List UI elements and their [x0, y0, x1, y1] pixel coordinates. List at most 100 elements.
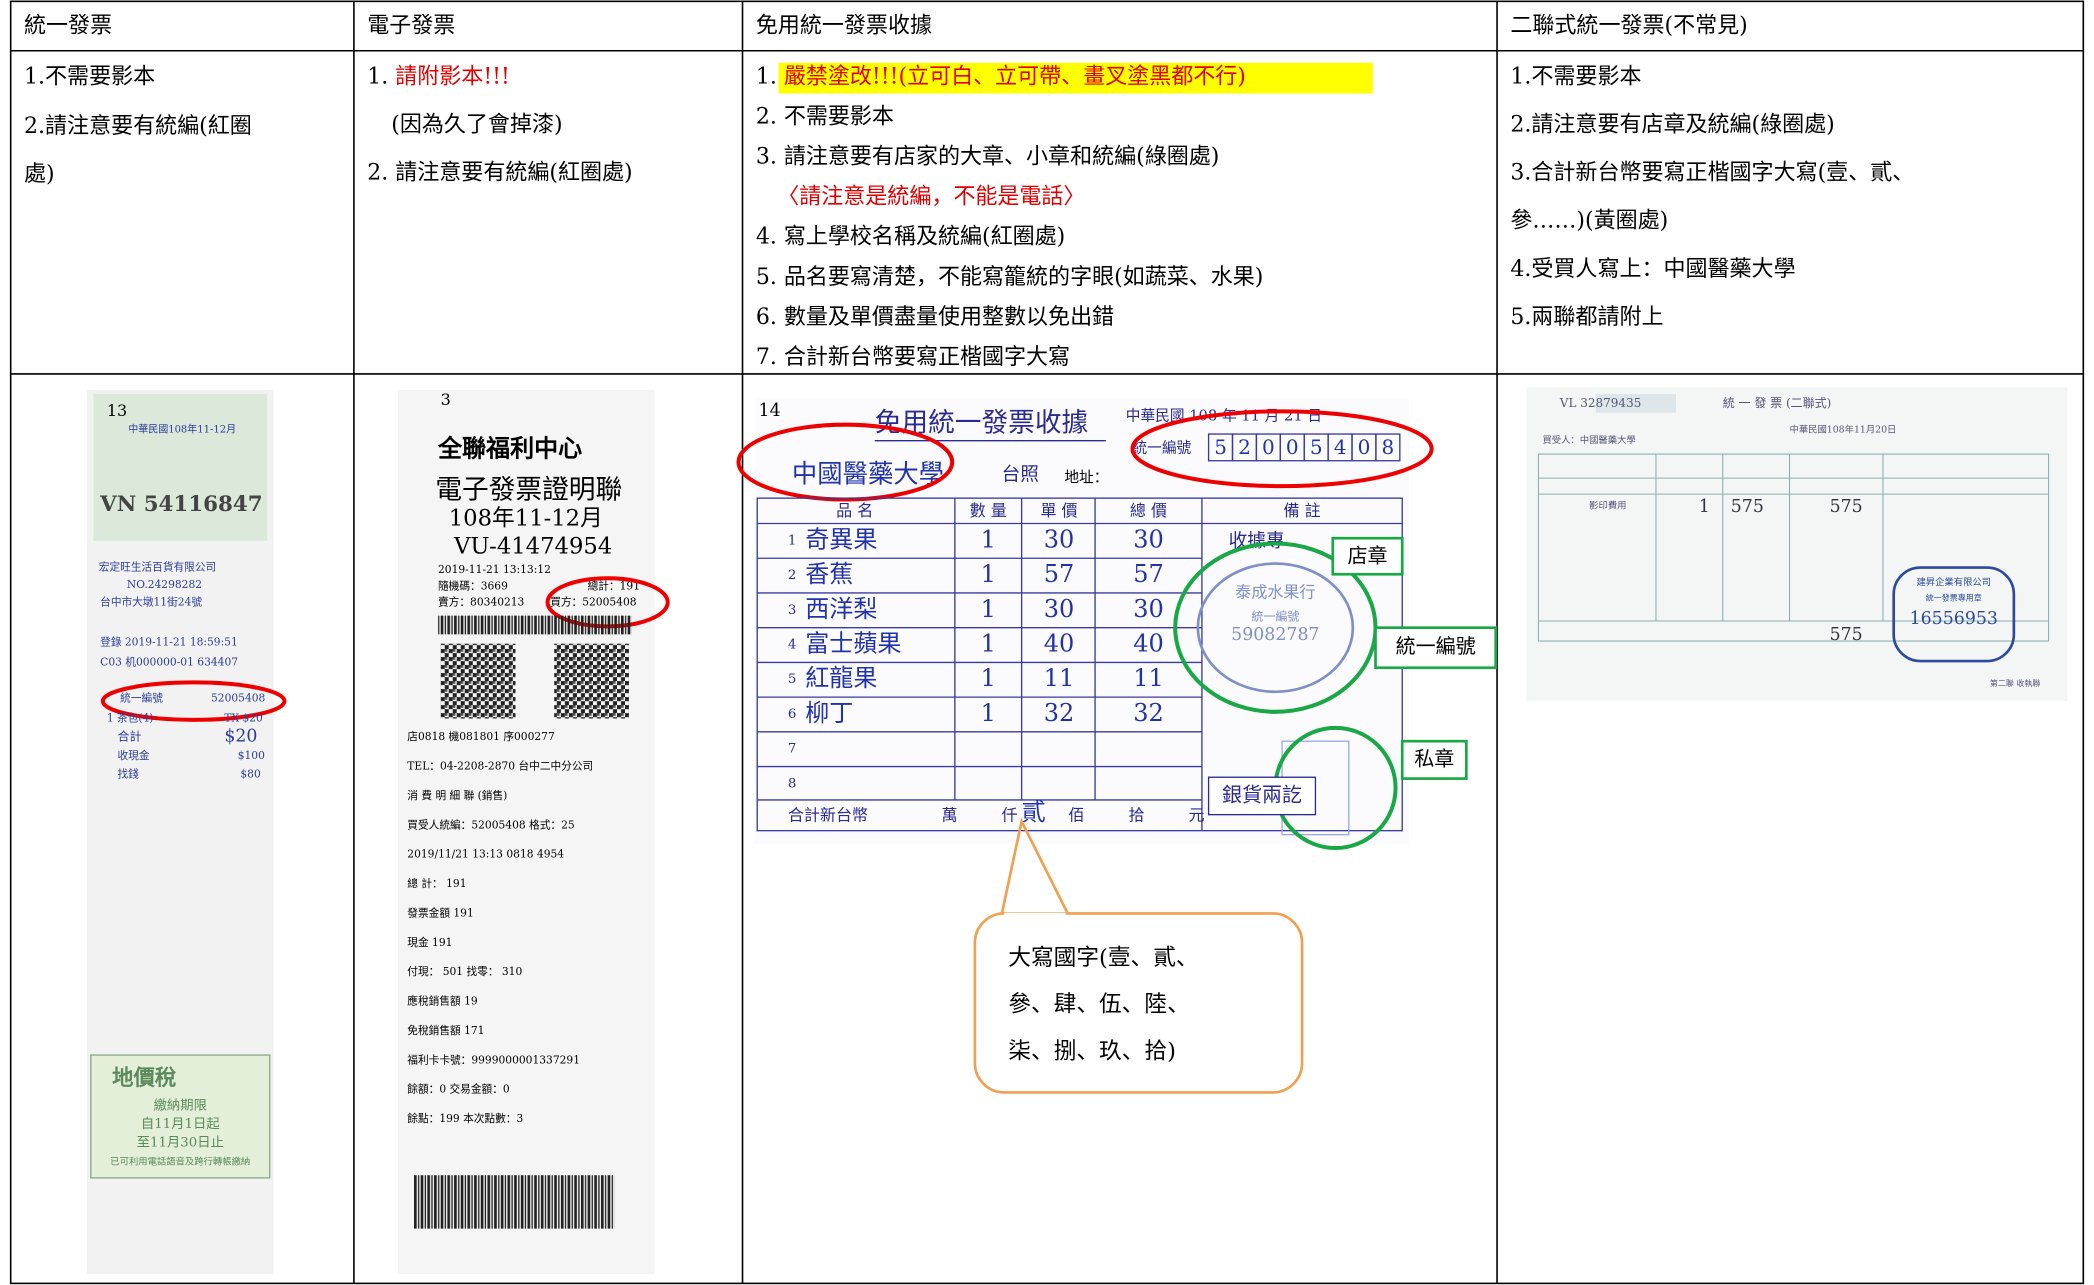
random-code: 隨機碼：3669 [438, 579, 508, 592]
receipt-paper [754, 397, 1409, 845]
note-line: 1.不需要影本 [24, 64, 155, 89]
row-number: 2 [788, 568, 797, 583]
note-line: 1. 嚴禁塗改!!!(立可白、立可帶、畫叉塗黑都不行) [756, 64, 1246, 89]
qr-code [440, 643, 516, 719]
receipt-paper [1526, 387, 2068, 702]
qr-code [554, 643, 630, 719]
cell: 57 [1044, 560, 1075, 588]
receipt-line: 現金 191 [407, 936, 452, 949]
receipt-line: 2019/11/21 13:13 0818 4954 [407, 848, 564, 861]
receipt-number: 13 [107, 401, 127, 420]
note-line: 4. 寫上學校名稱及統編(紅圈處) [756, 225, 1065, 250]
tax-id-label: 統一編號 [1132, 440, 1191, 457]
amount: 575 [1830, 497, 1863, 517]
stamp-company: 建昇企業有限公司 [1916, 576, 1991, 588]
note-line: 3.合計新台幣要寫正楷國字大寫(壹、貳、 [1510, 161, 1914, 186]
receipt-line: 店0818 機081801 序000277 [407, 730, 555, 743]
receipt-line: 消 費 明 細 聯 (銷售) [407, 789, 507, 802]
total-unit: 仟 [1002, 805, 1018, 824]
tax-line: 自11月1日起 [141, 1116, 220, 1132]
shape: 店0818 機081801 序000277 TEL：04-2208-2870 台中… [407, 730, 593, 1125]
receipt-title: 免用統一發票收據 [875, 408, 1089, 439]
note-line: 6. 數量及單價盡量使用整數以免出錯 [756, 305, 1114, 330]
callout-text: 參、肆、伍、陸、 [1008, 992, 1190, 1018]
receipt-line: 總 計： 191 [407, 877, 466, 890]
price: 575 [1731, 497, 1764, 517]
stamp-text: 統一編號 [1251, 608, 1299, 623]
table-grid [9, 0, 2085, 1285]
total-unit: 拾 [1128, 805, 1144, 824]
table-border [9, 0, 2085, 1285]
cell: 40 [1044, 630, 1075, 658]
receipt-grid [1537, 453, 2050, 642]
store-name: 全聯福利中心 [437, 434, 582, 463]
note-line: 2.請注意要有統編(紅圈 [24, 114, 252, 139]
red-circle [736, 422, 955, 502]
note-line: 處) [24, 162, 55, 187]
cell: 11 [1133, 664, 1164, 692]
note-number: 1. [367, 64, 395, 89]
column-header: 電子發票 [367, 14, 455, 39]
receipt-line: 福利卡卡號：9999000001337291 [407, 1053, 580, 1066]
stamp [1892, 566, 2016, 663]
note-warning: 〈請注意是統編，不能是電話〉 [777, 185, 1085, 210]
stamp-text: 泰成水果行 [1235, 582, 1315, 601]
column-header: 免用統一發票收據 [756, 14, 932, 39]
total-label: 合計 [118, 729, 142, 744]
title: 統 一 發 票 (二聯式) [1723, 395, 1832, 410]
row-number: 7 [788, 742, 797, 757]
cell: 富士蘋果 [805, 630, 901, 658]
callout-text: 大寫國字(壹、貳、 [1008, 945, 1198, 971]
receipt-line: 買受人統編：52005408 格式：25 [407, 818, 574, 831]
cash-label: 收現金 [118, 749, 150, 762]
receipt-1: 13 中華民國108年11-12月 VN 54116847 宏定旺生活百貨有限公… [86, 389, 287, 1275]
receipt-title: 電子發票證明聯 [435, 474, 622, 505]
total-unit: 萬 [941, 805, 957, 824]
buyer: 買方：52005408 [550, 595, 637, 608]
row-number: 3 [788, 603, 797, 618]
cell: 1 [981, 525, 996, 553]
label: 統一編號 [1396, 634, 1476, 658]
total: 575 [1830, 625, 1863, 645]
note-line: 1.不需要影本 [1510, 64, 1641, 89]
buyer: 中國醫藥大學 [792, 458, 944, 488]
shape: 統一發票 電子發票 免用統一發票收據 二聯式統一發票(不常見) 1.不需要影本 2.請注意… [24, 14, 1914, 370]
digit: 0 [1262, 435, 1275, 459]
buyer: 買受人：中國醫藥大學 [1542, 434, 1635, 446]
stamp-text: 59082787 [1231, 625, 1319, 645]
note-line: 3. 請注意要有店家的大章、小章和統編(綠圈處) [756, 145, 1219, 170]
note-line: 7. 合計新台幣要寫正楷國字大寫 [756, 345, 1070, 370]
digit-box [1375, 433, 1401, 462]
column-title: 單 價 [1040, 501, 1077, 520]
note-line: 5.兩聯都請附上 [1510, 305, 1663, 330]
seller: 宏定旺生活百貨有限公司 [99, 561, 216, 574]
callout-pointer [1000, 817, 1070, 916]
cell: 32 [1133, 699, 1164, 727]
receipt-line: 餘額：0 交易金額：0 [407, 1083, 510, 1096]
note-line: 2.請注意要有店章及統編(綠圈處) [1510, 113, 1834, 138]
stamp-id: 16556953 [1910, 609, 1998, 629]
receipt-line: 餘點：199 本次點數：3 [407, 1112, 523, 1125]
digit: 5 [1310, 435, 1323, 459]
cell: 1 [981, 664, 996, 692]
column-title: 數 量 [970, 501, 1007, 520]
number-box [1595, 393, 1677, 413]
label-box [1374, 626, 1498, 670]
tax-id: 52005408 [211, 691, 266, 704]
address-label: 地址： [1064, 469, 1108, 486]
tax-line: 至11月30日止 [137, 1135, 224, 1151]
barcode [438, 615, 632, 635]
cell: 紅龍果 [805, 664, 877, 692]
cell: 40 [1133, 630, 1164, 658]
receipt-number: 14 [759, 401, 781, 421]
note-warning: 請附影本!!! [395, 64, 510, 89]
cell: 57 [1133, 560, 1164, 588]
cell: 奇異果 [805, 525, 877, 553]
column-title: 總 價 [1130, 501, 1167, 520]
date: 登錄 2019-11-21 18:59:51 [100, 635, 238, 648]
receipt-line: 發票金額 191 [407, 906, 473, 919]
receipt-line: 應稅銷售額 19 [407, 995, 478, 1008]
